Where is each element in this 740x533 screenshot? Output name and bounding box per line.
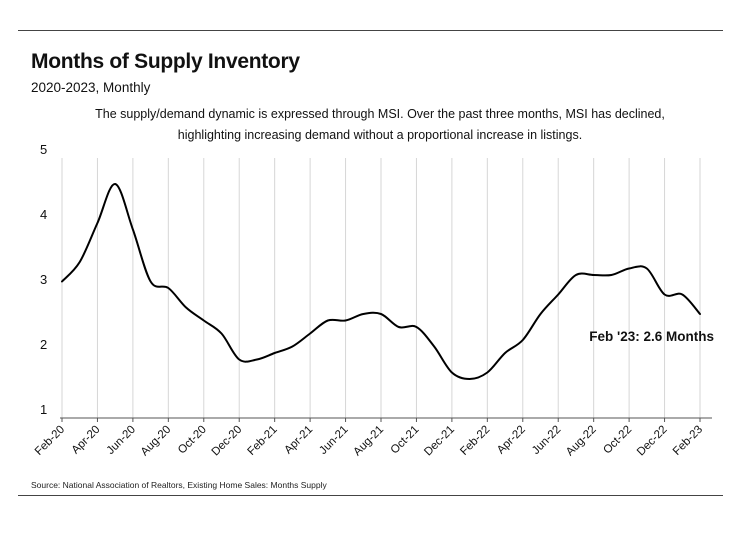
y-tick-label: 4 bbox=[40, 207, 47, 222]
x-tick-label: Aug-20 bbox=[139, 424, 174, 459]
x-tick-label: Feb-20 bbox=[33, 424, 67, 458]
y-tick-label: 1 bbox=[40, 402, 47, 417]
x-tick-label: Feb-22 bbox=[458, 424, 492, 458]
chart-note-line-2: highlighting increasing demand without a… bbox=[177, 128, 583, 142]
x-tick-label: Feb-23 bbox=[671, 424, 705, 458]
y-tick-label: 2 bbox=[40, 337, 47, 352]
series-line-msi bbox=[61, 183, 701, 380]
chart-subtitle: 2020-2023, Monthly bbox=[31, 80, 151, 95]
x-tick-label: Apr-22 bbox=[495, 424, 528, 457]
x-tick-label: Apr-21 bbox=[282, 424, 315, 457]
x-tick-label: Feb-21 bbox=[246, 424, 280, 458]
x-tick-label: Jun-21 bbox=[317, 424, 350, 457]
x-tick-label: Oct-22 bbox=[601, 424, 634, 457]
x-tick-label: Aug-22 bbox=[564, 424, 599, 459]
x-tick-label: Apr-20 bbox=[70, 424, 103, 457]
chart-note-line-1: The supply/demand dynamic is expressed t… bbox=[95, 107, 665, 121]
x-tick-label: Oct-21 bbox=[389, 424, 422, 457]
chart-title: Months of Supply Inventory bbox=[31, 50, 300, 73]
x-axis: Feb-20 Apr-20 Jun-20 Aug-20 Oct-20 Dec-20 Feb-… bbox=[33, 417, 712, 459]
x-tick-label: Dec-22 bbox=[635, 424, 670, 459]
y-tick-label: 5 bbox=[40, 142, 47, 157]
x-tick-label: Jun-20 bbox=[105, 424, 138, 457]
x-tick-label: Aug-21 bbox=[351, 424, 386, 459]
bottom-rule bbox=[18, 495, 723, 496]
x-tick-label: Jun-22 bbox=[530, 424, 563, 457]
x-tick-label: Dec-20 bbox=[210, 424, 245, 459]
x-tick-label: Dec-21 bbox=[422, 424, 457, 459]
chart-source: Source: National Association of Realtors… bbox=[31, 480, 327, 490]
top-rule bbox=[18, 30, 723, 31]
last-value-annotation: Feb '23: 2.6 Months bbox=[589, 329, 714, 344]
y-tick-label: 3 bbox=[40, 272, 47, 287]
y-axis: 1 2 3 4 5 bbox=[40, 142, 47, 417]
x-tick-label: Oct-20 bbox=[176, 424, 209, 457]
gridlines bbox=[61, 158, 701, 418]
